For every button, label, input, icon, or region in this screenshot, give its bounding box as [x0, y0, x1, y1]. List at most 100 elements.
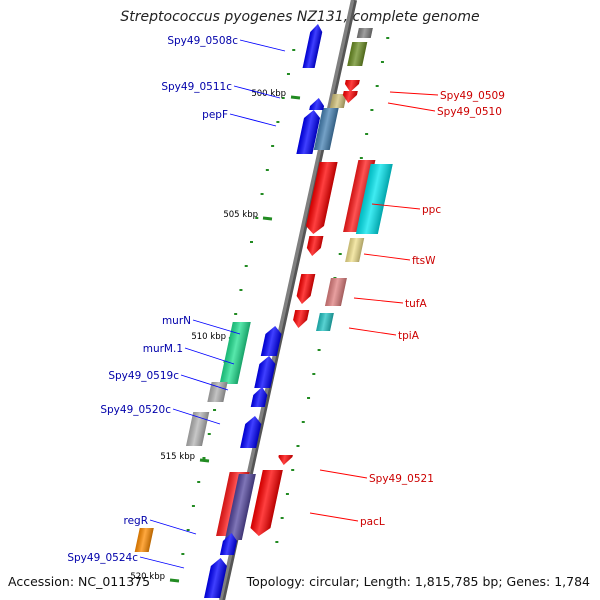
reverse-gene-arrow: [302, 24, 323, 68]
cds-block: [345, 238, 365, 262]
reverse-gene-label: murN: [162, 315, 191, 327]
label-leader-line: [371, 203, 421, 210]
gene-shade: [254, 356, 276, 388]
forward-gene-label: Spy49_0521: [369, 473, 434, 485]
gene-shade: [305, 162, 338, 234]
label-leader-line: [180, 374, 229, 391]
forward-gene-label: Spy49_0509: [440, 90, 505, 102]
gene-shade: [250, 470, 283, 536]
reverse-gene-arrow: [260, 326, 282, 356]
gene-shade: [302, 24, 323, 68]
label-leader-line: [172, 408, 221, 425]
reverse-gene-label: Spy49_0524c: [67, 552, 138, 564]
reverse-gene-label: Spy49_0519c: [108, 370, 179, 382]
forward-gene-arrow: [344, 80, 360, 92]
gene-shade: [240, 416, 262, 448]
forward-gene-label: tufA: [405, 298, 427, 310]
label-leaders-layer: [139, 39, 439, 569]
gene-shade: [296, 274, 316, 304]
scale-tick-mark: [290, 95, 301, 100]
gene-shade: [293, 310, 310, 328]
scale-tick-label: 515 kbp: [160, 452, 195, 462]
gene-shade: [342, 91, 358, 103]
reverse-gene-arrow: [309, 98, 325, 110]
cds-shade: [347, 42, 368, 66]
label-leader-line: [229, 113, 277, 127]
forward-gene-label: ppc: [422, 204, 441, 216]
cds-block: [356, 28, 373, 38]
label-leader-line: [184, 347, 235, 365]
label-leader-line: [239, 39, 286, 52]
cds-shade: [329, 94, 347, 108]
cds-block: [347, 42, 368, 66]
gene-arrows-layer: [204, 24, 360, 598]
forward-gene-arrow: [296, 274, 316, 304]
cds-block: [324, 278, 347, 306]
forward-gene-label: pacL: [360, 516, 385, 528]
label-leader-line: [233, 85, 281, 99]
gene-shade: [250, 387, 268, 407]
reverse-gene-label: Spy49_0511c: [161, 81, 232, 93]
scale-tick-mark: [199, 458, 210, 463]
cds-block: [224, 474, 256, 540]
reverse-gene-arrow: [204, 558, 227, 598]
reverse-gene-arrow: [296, 110, 321, 154]
reverse-gene-arrow: [250, 387, 268, 407]
forward-gene-arrow: [293, 310, 310, 328]
cds-block: [329, 94, 347, 108]
reverse-gene-arrow: [254, 356, 276, 388]
cds-block: [219, 322, 251, 384]
cds-block: [355, 164, 393, 234]
scale-tick-label: 520 kbp: [130, 572, 165, 582]
cds-blocks-layer: [134, 28, 393, 552]
cds-shade: [316, 313, 334, 331]
label-leader-line: [387, 102, 436, 112]
gene-shade: [296, 110, 321, 154]
label-leader-line: [353, 297, 404, 304]
label-leader-line: [149, 519, 197, 535]
label-leader-line: [389, 91, 439, 96]
gene-shade: [306, 236, 324, 256]
gene-shade: [309, 98, 325, 110]
topology-text: Topology: circular; Length: 1,815,785 bp…: [246, 574, 590, 589]
label-leader-line: [309, 512, 359, 522]
gene-labels-layer: Spy49_0508c Spy49_0511c pepF murN murM.1 Spy4…: [67, 35, 505, 564]
forward-gene-label: Spy49_0510: [437, 106, 502, 118]
cds-shade: [343, 160, 376, 232]
forward-gene-label: ftsW: [412, 255, 436, 267]
gene-shade: [204, 558, 227, 598]
scale-tick-label: 510 kbp: [191, 332, 226, 342]
cds-shade: [185, 412, 210, 446]
cds-shade: [224, 474, 256, 540]
cds-block: [207, 382, 228, 402]
forward-gene-label: tpiA: [398, 330, 420, 342]
cds-shade: [207, 382, 228, 402]
forward-gene-arrow: [278, 455, 293, 465]
forward-gene-arrow: [250, 470, 283, 536]
forward-gene-arrow: [306, 236, 324, 256]
accession-text: Accession: NC_011375: [8, 574, 151, 589]
reverse-gene-label: regR: [123, 515, 148, 527]
cds-shade: [134, 528, 154, 552]
cds-block: [313, 108, 339, 150]
label-leader-line: [139, 556, 185, 569]
map-title: Streptococcus pyogenes NZ131, complete g…: [120, 9, 480, 25]
scale-tick-label: 505 kbp: [223, 210, 258, 220]
gene-shade: [260, 326, 282, 356]
cds-shade: [313, 108, 339, 150]
reverse-gene-label: Spy49_0508c: [167, 35, 238, 47]
forward-gene-arrow: [305, 162, 338, 234]
scale-tick-mark: [169, 578, 180, 583]
gene-shade: [278, 455, 293, 465]
reverse-gene-label: pepF: [202, 109, 228, 121]
scale-tick-label: 500 kbp: [251, 89, 286, 99]
cds-shade: [356, 28, 373, 38]
reverse-gene-arrow: [219, 533, 237, 555]
forward-gene-arrow: [342, 91, 358, 103]
cds-block: [134, 528, 154, 552]
cds-shade: [345, 238, 365, 262]
scale-tick-mark: [262, 216, 273, 221]
label-leader-line: [348, 327, 397, 336]
gene-shade: [344, 80, 360, 92]
